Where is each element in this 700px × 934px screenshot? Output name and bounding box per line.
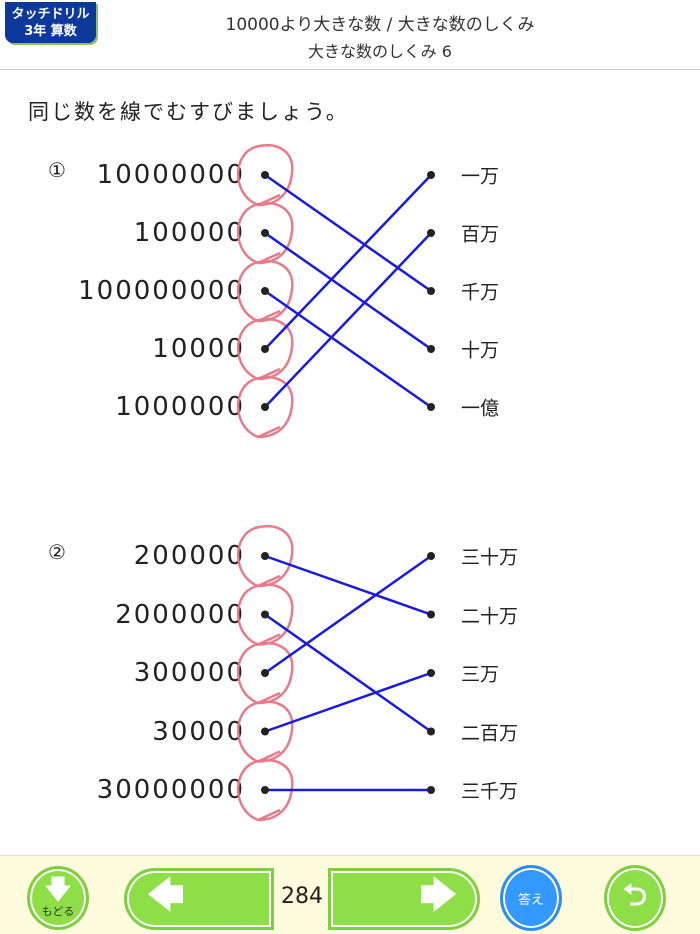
- answer-button[interactable]: 答え: [500, 865, 562, 931]
- undo-button[interactable]: ⮌: [604, 865, 666, 931]
- left-number: 300000: [133, 658, 245, 688]
- connection-dot[interactable]: [427, 786, 435, 794]
- connection-dot[interactable]: [261, 229, 269, 237]
- next-page-button[interactable]: 🡆: [328, 868, 480, 930]
- right-kanji: 百万: [461, 223, 500, 246]
- arrow-down-icon: 🡇: [44, 875, 72, 905]
- connection-dot[interactable]: [261, 786, 269, 794]
- match-line[interactable]: [264, 613, 432, 733]
- connection-dot[interactable]: [427, 610, 435, 619]
- instruction: 同じ数を線でむすびましょう。: [28, 100, 349, 124]
- left-number: 200000: [133, 541, 245, 571]
- answer-circle-mark: [236, 259, 294, 323]
- answer-circle-mark: [236, 201, 294, 265]
- answer-circle-mark: [236, 375, 294, 439]
- arrow-right-icon: 🡆: [419, 874, 457, 916]
- footer-toolbar: 🡇 もどる 🡄 284 🡆 答え ⮌: [0, 855, 700, 934]
- right-kanji: 三十万: [461, 546, 519, 569]
- connection-dot[interactable]: [261, 403, 269, 411]
- answer-label: 答え: [517, 892, 544, 908]
- connection-dot[interactable]: [427, 552, 435, 560]
- page-subtitle: 大きな数のしくみ 6: [308, 42, 452, 61]
- page-number: 284: [281, 884, 323, 909]
- match-line[interactable]: [264, 173, 432, 293]
- connection-dot[interactable]: [261, 345, 269, 353]
- back-button[interactable]: 🡇 もどる: [27, 866, 89, 930]
- match-line[interactable]: [264, 289, 432, 409]
- connection-dot[interactable]: [427, 669, 435, 677]
- connection-dot[interactable]: [427, 229, 435, 237]
- u-turn-icon: ⮌: [622, 877, 648, 913]
- connection-dot[interactable]: [261, 287, 269, 295]
- prev-page-button[interactable]: 🡄: [124, 868, 274, 930]
- connection-dot[interactable]: [427, 171, 435, 179]
- answer-circle-mark: [236, 143, 294, 207]
- match-line[interactable]: [264, 671, 432, 733]
- answer-circle-mark: [236, 583, 294, 646]
- match-line[interactable]: [264, 174, 432, 350]
- connection-dot[interactable]: [427, 345, 435, 353]
- right-kanji: 三万: [461, 663, 500, 686]
- answer-circle-mark: [236, 317, 294, 381]
- answer-circle-mark: [236, 524, 294, 588]
- left-number: 2000000: [115, 599, 245, 630]
- match-line[interactable]: [264, 232, 432, 408]
- match-line[interactable]: [264, 554, 432, 616]
- connection-dot[interactable]: [261, 669, 269, 677]
- right-kanji: 十万: [461, 339, 500, 362]
- right-kanji: 一億: [461, 397, 500, 420]
- left-number: 30000: [152, 716, 245, 747]
- right-kanji: 二十万: [461, 605, 519, 627]
- badge-line1: タッチドリル: [11, 7, 90, 22]
- connection-dot[interactable]: [427, 287, 435, 295]
- connection-dot[interactable]: [427, 727, 435, 736]
- left-number: 1000000: [115, 392, 245, 422]
- left-number: 10000: [152, 334, 245, 364]
- divider: [0, 69, 700, 70]
- connection-dot[interactable]: [261, 171, 269, 179]
- page-title: 10000より大きな数 / 大きな数のしくみ: [225, 15, 535, 35]
- answer-circle-mark: [236, 758, 294, 822]
- right-kanji: 千万: [461, 281, 500, 304]
- back-label: もどる: [41, 905, 75, 918]
- answer-circle-mark: [236, 641, 294, 705]
- left-number: 100000000: [78, 276, 245, 306]
- problem-1-label: ①: [48, 158, 66, 182]
- connection-dot[interactable]: [261, 727, 269, 736]
- arrow-left-icon: 🡄: [147, 874, 185, 916]
- left-number: 30000000: [96, 775, 245, 805]
- right-kanji: 一万: [461, 165, 500, 188]
- app-badge: タッチドリル 3年 算数: [5, 2, 96, 43]
- connection-dot[interactable]: [261, 552, 269, 560]
- connection-dot[interactable]: [261, 610, 269, 619]
- match-line[interactable]: [264, 231, 432, 351]
- match-line[interactable]: [264, 554, 432, 675]
- right-kanji: 二百万: [461, 722, 519, 744]
- connection-dot[interactable]: [427, 403, 435, 411]
- problem-2-label: ②: [48, 540, 66, 564]
- left-number: 10000000: [96, 160, 245, 190]
- left-number: 100000: [133, 218, 245, 248]
- answer-circle-mark: [236, 700, 294, 763]
- right-kanji: 三千万: [461, 780, 519, 803]
- badge-line2: 3年 算数: [24, 24, 77, 39]
- matching-lines[interactable]: [0, 0, 700, 850]
